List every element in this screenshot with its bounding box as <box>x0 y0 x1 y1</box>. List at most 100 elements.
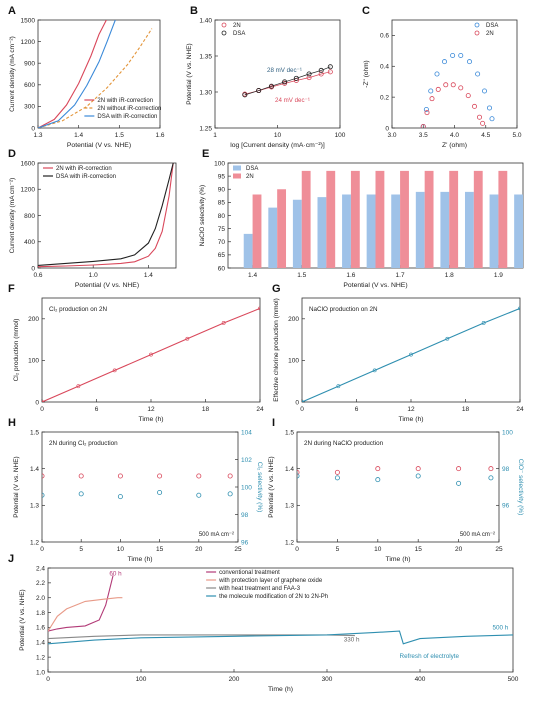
y-right-tick-label: 100 <box>241 484 252 491</box>
y-tick-label: 1.4 <box>36 640 45 647</box>
y-tick-label: 0.6 <box>380 33 389 40</box>
x-tick-label: 20 <box>455 546 463 553</box>
x-tick-label: 1.4 <box>144 272 153 279</box>
bar <box>391 194 401 268</box>
panel-annotation: 2N during Cl₂ production <box>49 440 118 447</box>
x-tick-label: 4.5 <box>481 132 490 139</box>
data-point <box>375 466 381 472</box>
bar <box>268 207 278 268</box>
panel-letter: H <box>8 417 16 429</box>
x-tick-label: 15 <box>415 546 423 553</box>
y-tick-label: 0 <box>31 265 35 272</box>
data-point <box>486 105 492 111</box>
legend-swatch <box>233 165 241 171</box>
data-point <box>302 400 304 402</box>
y-tick-label: 1.25 <box>199 125 212 132</box>
panel-note: 500 mA cm⁻² <box>199 532 234 538</box>
y-axis-label: Potential (V vs. NHE) <box>19 589 26 650</box>
x-tick-label: 0 <box>46 676 50 683</box>
x-tick-label: 0.6 <box>33 272 42 279</box>
y-right-tick-label: 102 <box>241 457 252 464</box>
panel-letter: G <box>272 283 281 295</box>
y-right-axis-label: Cl₂ selectivity (%) <box>256 462 263 513</box>
legend-swatch <box>221 30 227 36</box>
x-axis-label: Potential (V vs. NHE) <box>343 282 407 289</box>
y-tick-label: 1.30 <box>199 89 212 96</box>
y-right-tick-label: 98 <box>241 512 249 519</box>
y-tick-label: 400 <box>24 239 35 246</box>
y-tick-label: 85 <box>218 200 226 207</box>
x-tick-label: 1.8 <box>445 272 454 279</box>
x-tick-label: 100 <box>335 132 346 139</box>
x-axis-label: Potential (V vs. NHE) <box>67 142 131 149</box>
y-tick-label: 1500 <box>21 17 36 24</box>
legend-label: with heat treatment and FAA-3 <box>218 586 301 592</box>
x-tick-label: 300 <box>322 676 333 683</box>
panel-i: I 0 5 10 15 20 25 1.2 1.3 1.4 1.5 96 98 100 Time (h) Po… <box>268 417 524 563</box>
plot-frame <box>301 297 521 403</box>
panel-f: F 0 6 12 18 24 0 100 200 Time (h) Cl₂ production (… <box>8 283 264 423</box>
y-tick-label: 0 <box>31 125 35 132</box>
data-point <box>456 466 462 472</box>
x-tick-label: 10 <box>117 546 125 553</box>
duration-label: 60 h <box>109 570 122 577</box>
x-tick-label: 25 <box>234 546 242 553</box>
data-point <box>42 400 44 402</box>
y-tick-label: 1600 <box>21 160 36 167</box>
bar <box>523 171 532 268</box>
bar <box>440 191 450 268</box>
x-tick-label: 24 <box>256 406 264 413</box>
x-tick-label: 1.3 <box>33 132 42 139</box>
bar <box>464 191 474 268</box>
y-tick-label: 200 <box>28 316 39 323</box>
y-tick-label: 1.2 <box>285 539 294 546</box>
data-point <box>434 71 440 77</box>
legend-swatch <box>233 173 241 179</box>
bar <box>252 194 262 268</box>
y-axis-label: NaClO selectivity (%) <box>199 185 206 246</box>
y-tick-label: 1.0 <box>36 669 45 676</box>
y-tick-label: 1.2 <box>36 654 45 661</box>
series-line <box>38 28 153 128</box>
data-point <box>227 473 233 479</box>
panel-d: D 0.6 1.0 1.4 0 400 800 1200 1600 Potential (V vs… <box>8 148 177 289</box>
panel-b: B 1 10 100 1.25 1.30 1.35 1.40 log [Current dens… <box>186 5 346 149</box>
x-axis-label: Time (h) <box>268 686 293 693</box>
x-tick-label: 500 <box>508 676 519 683</box>
x-tick-label: 15 <box>156 546 164 553</box>
data-point <box>196 473 202 479</box>
legend-label: 2N <box>246 174 254 180</box>
y-right-tick-label: 96 <box>502 503 510 510</box>
x-tick-label: 1.9 <box>494 272 503 279</box>
x-axis-label: Time (h) <box>138 416 163 423</box>
data-point <box>157 473 163 479</box>
x-tick-label: 1.7 <box>396 272 405 279</box>
x-tick-label: 10 <box>274 132 282 139</box>
data-point <box>306 71 312 77</box>
panel-letter: B <box>190 5 198 17</box>
y-right-axis-label: ClO⁻ selectivity (%) <box>517 459 524 516</box>
bar <box>514 194 523 268</box>
y-axis-label: Potential (V vs. NHE) <box>268 456 275 517</box>
legend-label: 2N without iR-correction <box>97 106 161 112</box>
data-point <box>488 466 494 472</box>
data-point <box>465 93 471 99</box>
data-point <box>268 83 274 89</box>
data-point <box>78 473 84 479</box>
y-tick-label: 1.4 <box>285 466 294 473</box>
panel-a: A 1.3 1.4 1.5 1.6 0 300 600 900 1200 1500 Potential… <box>8 5 165 149</box>
y-tick-label: 95 <box>218 173 226 180</box>
y-tick-label: 0.4 <box>380 64 389 71</box>
x-tick-label: 0 <box>40 546 44 553</box>
plot-area <box>38 20 153 128</box>
data-point <box>297 473 300 479</box>
y-tick-label: 0 <box>295 399 299 406</box>
x-tick-label: 1.5 <box>297 272 306 279</box>
data-point <box>297 469 300 475</box>
data-point <box>196 492 202 498</box>
x-axis-label: Z' (ohm) <box>442 142 467 149</box>
data-point <box>480 120 486 126</box>
y-tick-label: 1.3 <box>285 503 294 510</box>
y-tick-label: 100 <box>214 160 225 167</box>
plot-area <box>38 163 174 268</box>
